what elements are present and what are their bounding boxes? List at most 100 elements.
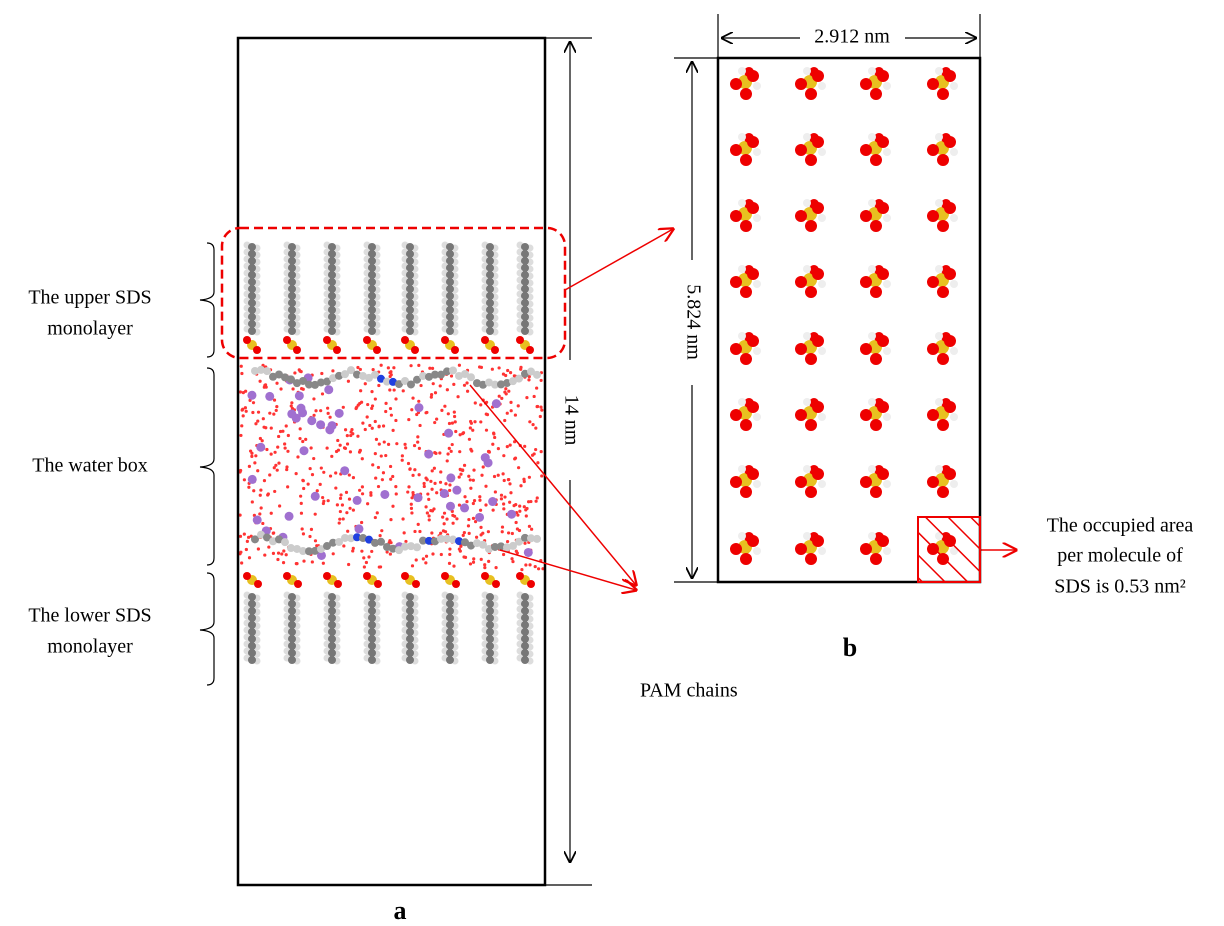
- height-label: 14 nm: [560, 395, 582, 446]
- water: [277, 434, 281, 439]
- pam-atom: [257, 365, 265, 374]
- oxygen: [805, 220, 817, 232]
- oxygen: [730, 276, 742, 288]
- water: [506, 478, 510, 482]
- oxygen: [730, 78, 742, 90]
- water: [381, 471, 386, 475]
- water: [338, 509, 342, 514]
- water: [429, 395, 433, 399]
- carbon: [328, 243, 336, 251]
- hydrogen: [818, 347, 826, 355]
- oxygen: [860, 144, 872, 156]
- water: [422, 484, 426, 489]
- pam-atom: [419, 536, 427, 545]
- oxygen: [809, 133, 819, 143]
- water: [458, 467, 462, 471]
- water: [343, 428, 348, 432]
- carbon: [406, 285, 414, 293]
- pam-atom: [497, 380, 505, 389]
- water: [509, 400, 513, 404]
- water: [406, 461, 411, 466]
- water: [473, 420, 477, 424]
- carbon: [248, 278, 256, 286]
- carbon: [446, 628, 454, 636]
- pam-atom: [437, 534, 445, 543]
- water: [410, 564, 415, 568]
- water: [510, 557, 514, 561]
- oxygen: [870, 154, 882, 166]
- water-label: The water box: [32, 455, 148, 477]
- water: [351, 476, 356, 480]
- water: [528, 563, 532, 567]
- water: [473, 401, 477, 405]
- water: [456, 395, 460, 399]
- water: [524, 508, 528, 512]
- water: [338, 443, 342, 447]
- water: [430, 487, 434, 491]
- water: [247, 556, 252, 560]
- water: [525, 396, 529, 400]
- water: [293, 371, 297, 375]
- carbon: [406, 649, 414, 657]
- hydrogen: [803, 67, 811, 75]
- oxygen: [744, 465, 754, 475]
- hydrogen: [753, 413, 761, 421]
- water: [376, 484, 381, 489]
- lower-label: monolayer: [47, 636, 133, 658]
- water: [247, 464, 251, 468]
- water: [539, 450, 543, 454]
- hydrogen: [818, 214, 826, 222]
- oxygen: [740, 88, 752, 100]
- water: [479, 557, 483, 561]
- water: [251, 410, 255, 415]
- ion: [460, 503, 470, 513]
- water: [394, 418, 398, 423]
- carbon: [486, 628, 494, 636]
- water: [300, 527, 304, 531]
- carbon: [486, 271, 494, 279]
- water: [410, 496, 414, 500]
- carbon: [368, 593, 376, 601]
- water: [462, 383, 467, 387]
- ion: [352, 495, 362, 505]
- water: [261, 521, 265, 526]
- oxygen: [874, 67, 884, 77]
- pam-atom: [533, 370, 541, 379]
- water: [254, 422, 258, 426]
- water: [346, 379, 351, 383]
- water: [239, 364, 243, 368]
- water: [427, 518, 431, 522]
- water: [415, 412, 419, 417]
- carbon: [446, 250, 454, 258]
- water: [388, 539, 392, 543]
- oxygen: [809, 67, 819, 77]
- ion: [265, 391, 275, 401]
- carbon: [328, 593, 336, 601]
- water: [313, 539, 318, 543]
- water: [514, 520, 518, 525]
- water: [347, 473, 351, 477]
- water: [491, 442, 495, 446]
- water: [404, 446, 408, 450]
- carbon: [288, 278, 296, 286]
- carbon: [521, 600, 529, 608]
- water: [346, 529, 350, 533]
- water: [417, 399, 421, 403]
- water: [500, 396, 504, 401]
- water: [452, 414, 457, 419]
- hydrogen: [935, 199, 943, 207]
- oxygen: [795, 144, 807, 156]
- carbon: [446, 264, 454, 272]
- oxygen: [374, 580, 382, 588]
- carbon: [406, 250, 414, 258]
- water: [256, 410, 261, 414]
- water: [414, 558, 418, 562]
- carbon: [328, 250, 336, 258]
- water: [309, 446, 313, 450]
- water: [369, 493, 373, 497]
- pam-atom: [299, 376, 307, 385]
- water: [505, 445, 509, 449]
- water: [347, 497, 352, 501]
- carbon: [328, 642, 336, 650]
- water: [358, 367, 362, 372]
